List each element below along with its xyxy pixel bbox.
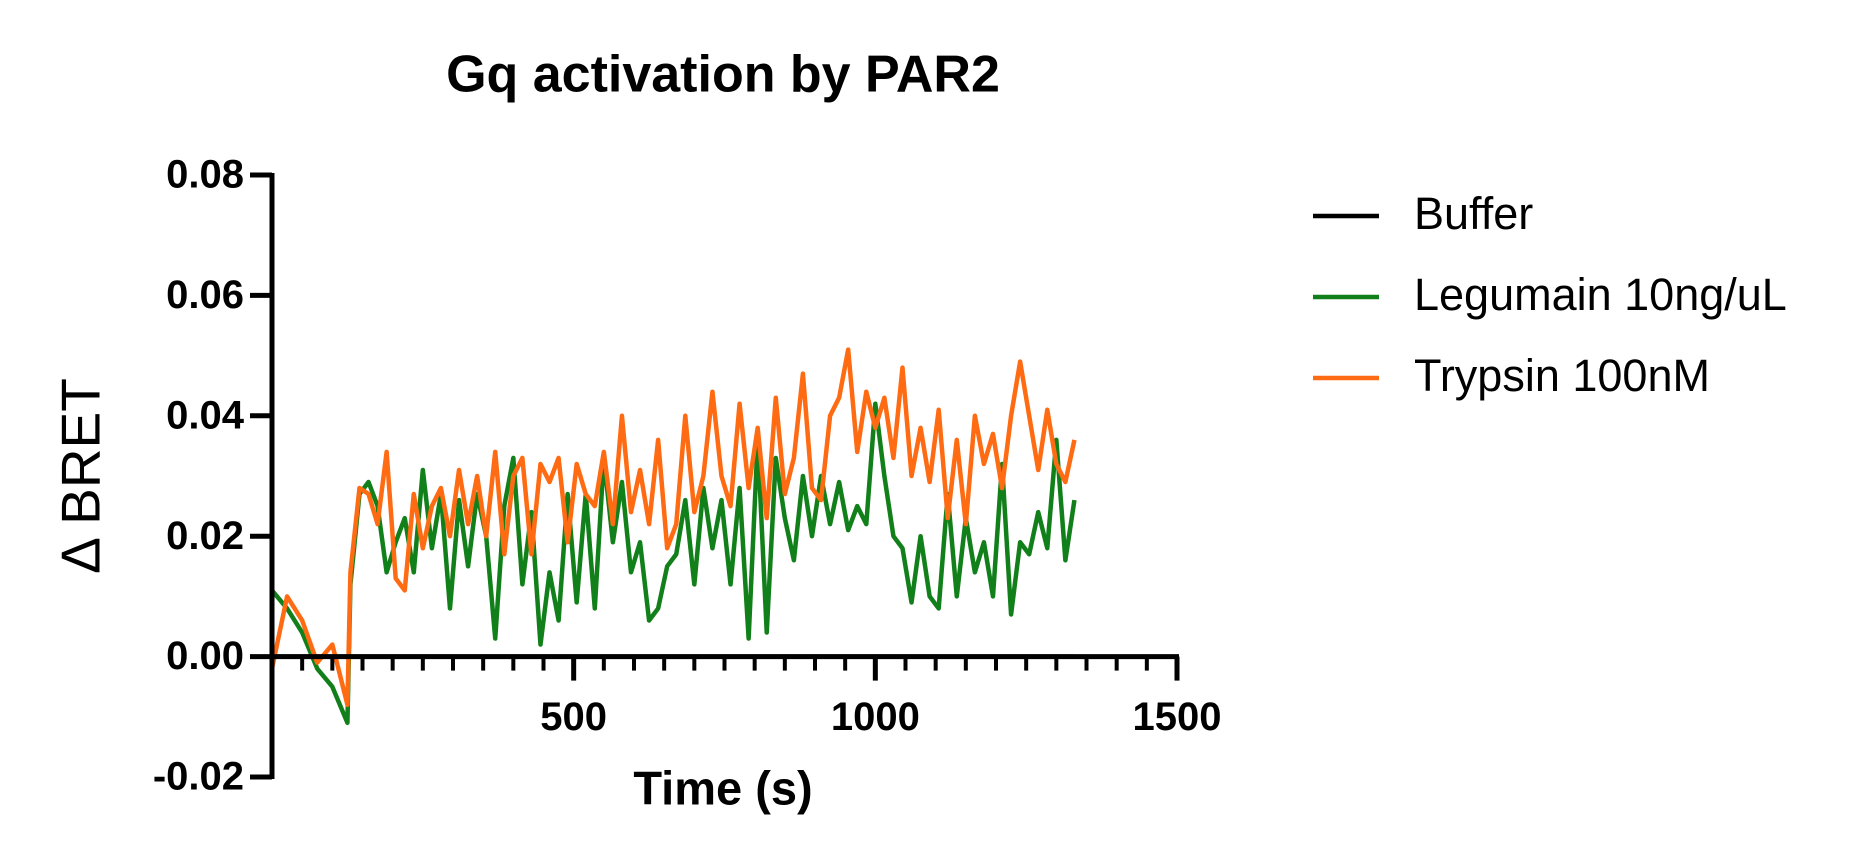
y-tick-label: -0.02 xyxy=(153,755,244,799)
x-tick-label: 1500 xyxy=(1133,695,1222,739)
y-tick-label: 0.00 xyxy=(166,634,244,678)
legend-label: Buffer xyxy=(1414,188,1533,239)
x-axis-label: Time (s) xyxy=(633,761,812,814)
y-tick-label: 0.04 xyxy=(166,393,245,437)
legend-label: Trypsin 100nM xyxy=(1414,350,1710,401)
series-line xyxy=(270,401,1077,726)
chart-title: Gq activation by PAR2 xyxy=(446,46,1000,104)
legend-label: Legumain 10ng/uL xyxy=(1414,269,1787,320)
x-tick-label: 500 xyxy=(540,695,607,739)
y-tick-label: 0.06 xyxy=(166,273,244,317)
y-tick-label: 0.02 xyxy=(166,514,244,558)
series-line xyxy=(269,347,1077,708)
y-axis-label: Δ BRET xyxy=(50,378,112,574)
x-tick-label: 1000 xyxy=(831,695,920,739)
y-tick-label: 0.08 xyxy=(166,153,244,197)
